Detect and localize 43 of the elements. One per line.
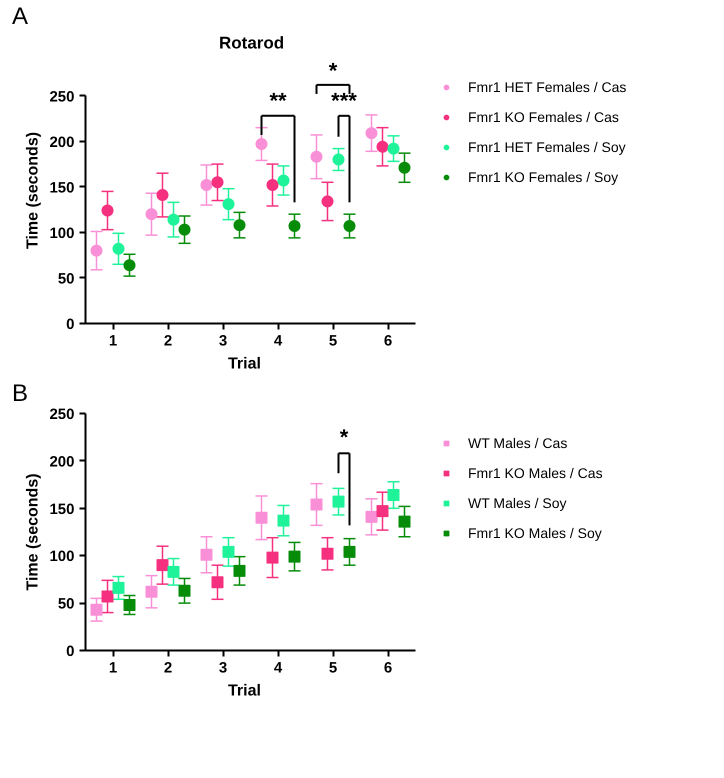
annotation: *** (331, 88, 358, 114)
legend-label: Fmr1 KO Females / Cas (468, 109, 619, 125)
annotation: * (340, 424, 349, 450)
legend-label: Fmr1 KO Males / Soy (468, 525, 602, 541)
y-axis-title: Time (seconds) (24, 473, 42, 591)
text: B (12, 379, 28, 409)
y-tick-label: 100 (49, 224, 75, 242)
x-tick-label: 4 (274, 660, 283, 676)
legend-label: Fmr1 KO Males / Cas (468, 465, 603, 481)
x-tick-label: 3 (218, 332, 228, 350)
y-tick-label: 100 (49, 548, 75, 566)
legend-label: WT Males / Cas (468, 435, 568, 451)
legend-label: WT Males / Soy (468, 495, 567, 511)
x-tick-label: 2 (164, 660, 172, 676)
y-tick-label: 50 (58, 270, 75, 288)
legend-label: Fmr1 HET Females / Cas (468, 79, 626, 95)
y-tick-label: 250 (49, 88, 75, 106)
x-axis-title: Trial (228, 682, 261, 700)
x-tick-label: 5 (328, 332, 338, 350)
y-axis-title: Time (seconds) (24, 132, 42, 250)
y-tick-label: 200 (49, 134, 75, 151)
y-tick-label: 200 (49, 453, 75, 470)
x-tick-label: 6 (384, 660, 392, 676)
legend-label: Fmr1 KO Females / Soy (468, 169, 618, 185)
annotation: ** (269, 88, 287, 114)
x-tick-label: 6 (384, 332, 392, 350)
chart-title: Rotarod (219, 34, 284, 52)
text: A (12, 2, 28, 32)
x-tick-label: 3 (218, 660, 228, 676)
y-tick-label: 0 (66, 316, 74, 333)
x-tick-label: 4 (274, 332, 283, 350)
y-tick-label: 150 (49, 179, 75, 196)
x-tick-label: 5 (328, 660, 338, 676)
y-tick-label: 0 (66, 643, 74, 660)
text: * (328, 58, 338, 84)
x-axis-title: Trial (228, 356, 261, 372)
legend-label: Fmr1 HET Females / Soy (468, 139, 626, 155)
y-tick-label: 250 (49, 406, 75, 423)
y-tick-label: 150 (49, 500, 75, 518)
x-tick-label: 1 (108, 332, 118, 350)
x-tick-label: 1 (108, 660, 118, 676)
y-tick-label: 50 (58, 596, 75, 613)
x-tick-label: 2 (164, 332, 172, 350)
